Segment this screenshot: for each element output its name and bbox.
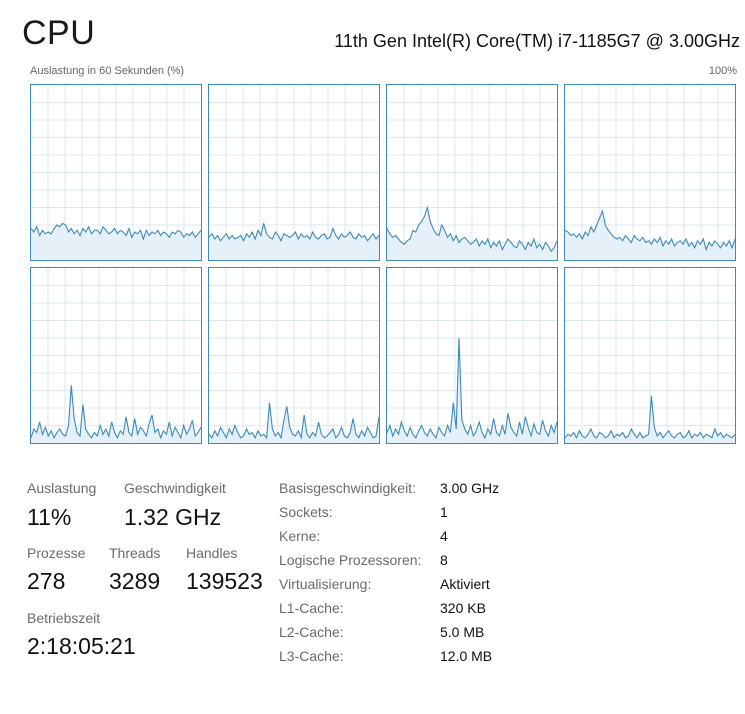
cpu-core-usage-area — [209, 223, 379, 260]
cpu-core-usage-line — [565, 395, 735, 440]
cpu-core-graph-canvas — [387, 85, 557, 260]
info-value-sockets: 1 — [440, 504, 448, 520]
info-key-l2-cache: L2-Cache: — [279, 624, 344, 640]
cpu-core-usage-line — [387, 337, 557, 440]
info-value-l1-cache: 320 KB — [440, 600, 486, 616]
info-value-l3-cache: 12.0 MB — [440, 648, 493, 664]
prozesse-label: Prozesse — [27, 545, 86, 561]
utilization-axis-label: Auslastung in 60 Sekunden (%) — [30, 65, 185, 77]
cpu-core-graph — [208, 84, 380, 261]
cpu-core-graph-canvas — [209, 268, 379, 443]
cpu-core-graph-canvas — [31, 268, 201, 443]
cpu-core-graph — [30, 267, 202, 444]
cpu-core-graph-canvas — [209, 85, 379, 260]
prozesse-value: 278 — [27, 568, 66, 594]
auslastung-value: 11% — [27, 504, 72, 530]
cpu-core-usage-area — [31, 385, 201, 443]
cpu-core-usage-line — [31, 222, 201, 241]
info-key-l3-cache: L3-Cache: — [279, 648, 344, 664]
info-value-l2-cache: 5.0 MB — [440, 624, 485, 640]
cpu-core-graph-canvas — [387, 268, 557, 443]
cpu-core-graph-canvas — [565, 268, 735, 443]
betriebszeit-value: 2:18:05:21 — [27, 633, 136, 659]
betriebszeit-label: Betriebszeit — [27, 610, 101, 626]
cpu-core-usage-area — [565, 211, 735, 260]
cpu-core-usage-area — [387, 338, 557, 443]
cpu-core-graph — [386, 84, 558, 261]
geschwindigkeit-value: 1.32 GHz — [124, 504, 222, 530]
info-value-logische-prozessoren: 8 — [440, 552, 448, 568]
info-key-virtualisierung: Virtualisierung: — [279, 576, 372, 592]
logical-processor-graphs[interactable] — [30, 84, 740, 446]
threads-value: 3289 — [109, 568, 161, 594]
cpu-core-graph — [208, 267, 380, 444]
handles-value: 139523 — [186, 568, 263, 594]
utilization-max-label: 100% — [708, 65, 737, 77]
cpu-core-graph — [564, 267, 736, 444]
cpu-model-name: 11th Gen Intel(R) Core(TM) i7-1185G7 @ 3… — [334, 31, 740, 51]
info-value-virtualisierung: Aktiviert — [440, 576, 490, 592]
info-key-logische-prozessoren: Logische Prozessoren: — [279, 552, 422, 568]
cpu-core-usage-line — [209, 402, 379, 440]
cpu-core-usage-line — [31, 385, 201, 440]
info-key-sockets: Sockets: — [279, 504, 333, 520]
threads-label: Threads — [109, 545, 161, 561]
cpu-core-usage-line — [209, 223, 379, 243]
cpu-core-graph-canvas — [31, 85, 201, 260]
info-value-kerne: 4 — [440, 528, 448, 544]
cpu-core-usage-line — [565, 209, 735, 252]
info-key-kerne: Kerne: — [279, 528, 321, 544]
cpu-core-graph-canvas — [565, 85, 735, 260]
handles-label: Handles — [186, 545, 238, 561]
cpu-core-graph — [386, 267, 558, 444]
cpu-core-graph — [30, 84, 202, 261]
info-key-l1-cache: L1-Cache: — [279, 600, 344, 616]
cpu-core-usage-line — [387, 205, 557, 253]
geschwindigkeit-label: Geschwindigkeit — [124, 480, 226, 496]
cpu-core-graph — [564, 84, 736, 261]
info-key-basisgeschwindigkeit: Basisgeschwindigkeit: — [279, 480, 416, 496]
auslastung-label: Auslastung — [27, 480, 97, 496]
page-title: CPU — [22, 14, 96, 52]
info-value-basisgeschwindigkeit: 3.00 GHz — [440, 480, 500, 496]
